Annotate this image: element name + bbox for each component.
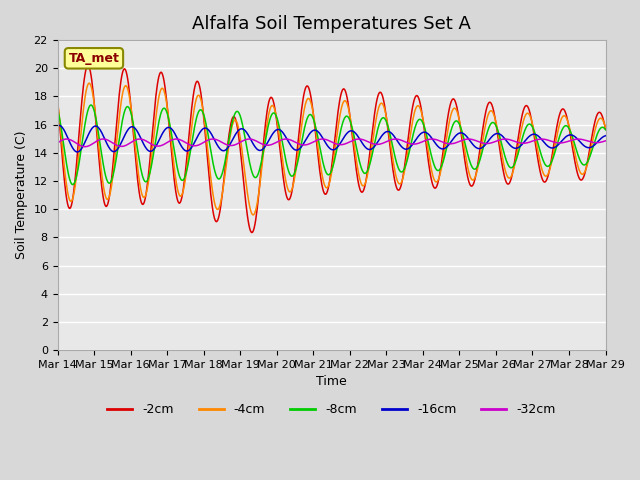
Title: Alfalfa Soil Temperatures Set A: Alfalfa Soil Temperatures Set A <box>192 15 471 33</box>
Y-axis label: Soil Temperature (C): Soil Temperature (C) <box>15 131 28 259</box>
Text: TA_met: TA_met <box>68 52 120 65</box>
Legend: -2cm, -4cm, -8cm, -16cm, -32cm: -2cm, -4cm, -8cm, -16cm, -32cm <box>102 398 561 421</box>
X-axis label: Time: Time <box>316 375 347 388</box>
